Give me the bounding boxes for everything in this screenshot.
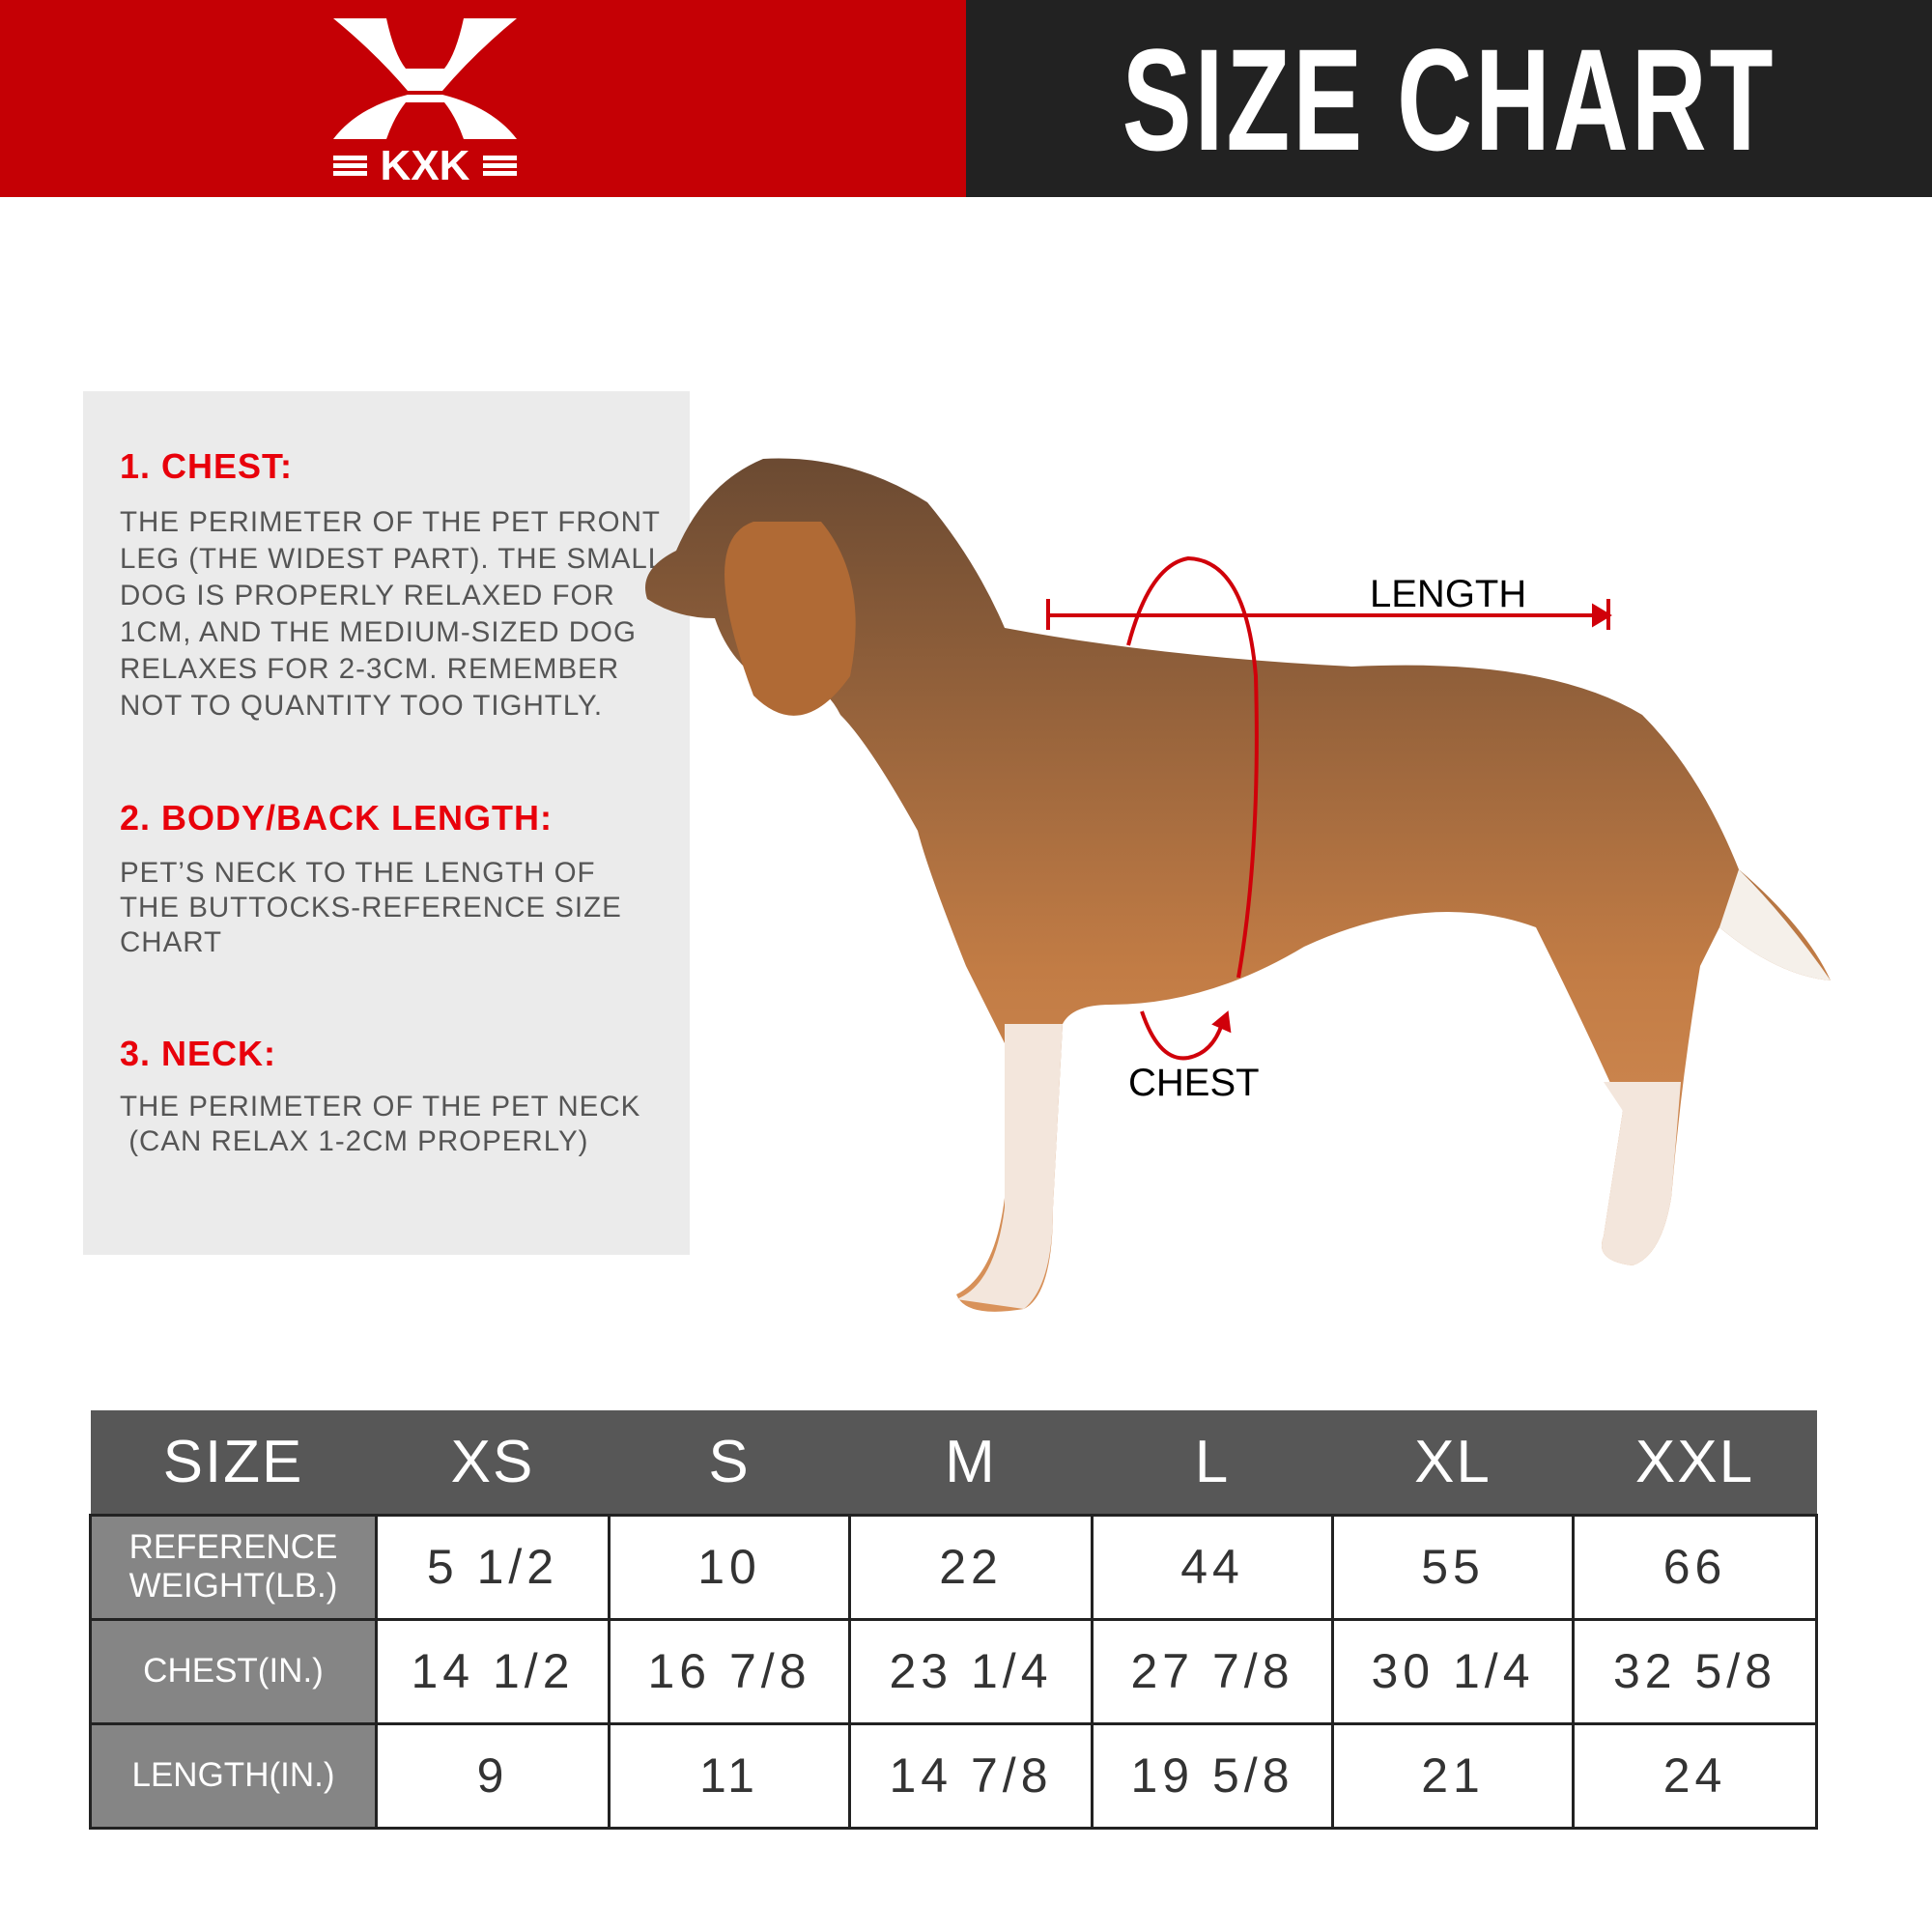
text-line: THE PERIMETER OF THE PET FRONT [120, 506, 661, 538]
table-cell: 16 7/8 [608, 1617, 851, 1725]
table-row: CHEST(IN.) 14 1/2 16 7/8 23 1/4 27 7/8 3… [89, 1617, 1818, 1725]
col-header: XL [1332, 1410, 1574, 1515]
col-header: XXL [1573, 1410, 1817, 1515]
text-line: THE BUTTOCKS-REFERENCE SIZE [120, 892, 622, 923]
col-header: L [1092, 1410, 1333, 1515]
row-header-length: LENGTH(IN.) [89, 1721, 378, 1830]
table-row: LENGTH(IN.) 9 11 14 7/8 19 5/8 21 24 [89, 1721, 1818, 1830]
length-description: PET’S NECK TO THE LENGTH OF THE BUTTOCKS-… [120, 856, 719, 960]
table-cell: 30 1/4 [1331, 1617, 1575, 1725]
text-line: DOG IS PROPERLY RELAXED FOR [120, 580, 615, 611]
text-line: (CAN RELAX 1-2CM PROPERLY) [120, 1125, 589, 1157]
table-cell: 14 1/2 [375, 1617, 611, 1725]
table-cell: 32 5/8 [1572, 1617, 1818, 1725]
table-cell: 55 [1331, 1513, 1575, 1621]
row-header-chest: CHEST(IN.) [89, 1617, 378, 1725]
table-cell: 10 [608, 1513, 851, 1621]
text-line: LEG (THE WIDEST PART). THE SMALL [120, 543, 666, 575]
col-header: S [609, 1410, 850, 1515]
table-cell: 23 1/4 [848, 1617, 1094, 1725]
table-cell: 14 7/8 [848, 1721, 1094, 1830]
table-cell: 44 [1091, 1513, 1334, 1621]
text-line: CHART [120, 926, 223, 958]
text-line: PET’S NECK TO THE LENGTH OF [120, 857, 596, 889]
table-cell: 27 7/8 [1091, 1617, 1334, 1725]
table-cell: 11 [608, 1721, 851, 1830]
row-header-weight: REFERENCE WEIGHT(LB.) [89, 1513, 378, 1621]
dog-body [645, 458, 1831, 1312]
text-line: RELAXES FOR 2-3CM. REMEMBER [120, 653, 620, 685]
table-cell: 9 [375, 1721, 611, 1830]
page-title: SIZE CHART [1122, 18, 1776, 181]
text-line: THE PERIMETER OF THE PET NECK [120, 1091, 641, 1122]
table-cell: 66 [1572, 1513, 1818, 1621]
length-measure-arrow [1046, 599, 1612, 630]
chest-label: CHEST [1128, 1062, 1260, 1104]
table-cell: 5 1/2 [375, 1513, 611, 1621]
col-header: XS [376, 1410, 610, 1515]
length-heading: 2. BODY/BACK LENGTH: [120, 798, 554, 838]
header-title-bar [966, 0, 1932, 197]
chest-measure-loop [1126, 555, 1259, 1061]
table-cell: 24 [1572, 1721, 1818, 1830]
measurement-guide-panel [83, 391, 690, 1255]
table-cell: 19 5/8 [1091, 1721, 1334, 1830]
table-cell: 21 [1331, 1721, 1575, 1830]
chest-description: THE PERIMETER OF THE PET FRONT LEG (THE W… [120, 504, 719, 724]
table-header-row: SIZE XS S M L XL XXL [90, 1410, 1817, 1515]
text-line: NOT TO QUANTITY TOO TIGHTLY. [120, 690, 604, 722]
chest-heading: 1. CHEST: [120, 446, 294, 486]
kxk-logo: KXK [333, 18, 517, 185]
table-row: REFERENCE WEIGHT(LB.) 5 1/2 10 22 44 55 … [89, 1513, 1818, 1621]
dog-ear [724, 522, 856, 716]
neck-description: THE PERIMETER OF THE PET NECK (CAN RELAX… [120, 1090, 719, 1159]
table-cell: 22 [848, 1513, 1094, 1621]
col-header: M [849, 1410, 1093, 1515]
size-table: SIZE XS S M L XL XXL REFERENCE WEIGHT(LB… [89, 1410, 1818, 1830]
col-header-size: SIZE [90, 1410, 377, 1515]
length-label: LENGTH [1370, 573, 1527, 615]
neck-heading: 3. NECK: [120, 1034, 277, 1073]
brand-wordmark: KXK [381, 142, 470, 185]
beagle-illustration [645, 458, 1831, 1312]
text-line: 1CM, AND THE MEDIUM-SIZED DOG [120, 616, 637, 648]
